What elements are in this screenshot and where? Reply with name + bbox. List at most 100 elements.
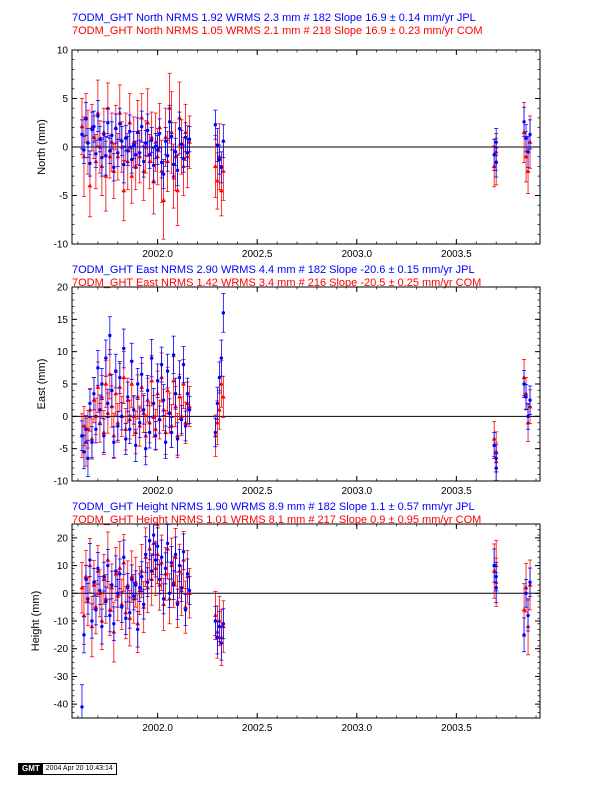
north-y-tick-label: -10 xyxy=(54,240,69,251)
east-y-tick-label: 0 xyxy=(62,412,68,423)
height-plot-marks: 2002.0 2002.5 2003.0 2003.5 -40 -30 -20 -10 0 10 2… xyxy=(54,523,540,734)
height-com-point xyxy=(521,607,527,612)
north-x-tick-label: 2003.0 xyxy=(341,249,372,260)
north-jpl-point xyxy=(114,126,118,131)
height-jpl-point xyxy=(134,583,138,587)
north-jpl-point xyxy=(92,124,96,129)
east-jpl-point xyxy=(141,408,146,412)
east-jpl-point xyxy=(134,443,138,448)
north-jpl-point xyxy=(82,148,86,152)
height-jpl-point xyxy=(141,602,146,607)
north-x-tick-label: 2003.5 xyxy=(441,249,472,260)
height-jpl-point xyxy=(179,586,184,590)
east-jpl-point xyxy=(524,395,528,399)
height-y-tick-label: 10 xyxy=(57,561,69,572)
east-jpl-point xyxy=(217,375,222,380)
height-x-tick-label: 2003.0 xyxy=(341,723,372,734)
height-com-point xyxy=(79,585,85,590)
north-com-point xyxy=(175,188,180,193)
north-jpl-point xyxy=(175,168,180,172)
east-jpl-point xyxy=(147,430,152,435)
height-jpl-point xyxy=(114,569,118,573)
east-jpl-point xyxy=(143,446,148,451)
east-jpl-point xyxy=(494,466,498,470)
north-x-tick-label: 2002.0 xyxy=(142,249,173,260)
height-x-tick-label: 2002.0 xyxy=(142,723,173,734)
height-jpl-point xyxy=(90,619,94,623)
height-jpl-point xyxy=(526,613,530,618)
height-jpl-point xyxy=(118,572,122,576)
height-y-tick-label: 20 xyxy=(57,533,69,544)
north-jpl-point xyxy=(80,132,84,137)
north-jpl-point xyxy=(159,160,164,165)
north-jpl-point xyxy=(161,172,166,176)
north-jpl-point xyxy=(84,117,88,121)
east-com-point xyxy=(171,378,176,383)
east-y-tick-label: 10 xyxy=(57,347,69,358)
east-jpl-point xyxy=(165,369,170,373)
east-com-point xyxy=(216,407,222,412)
east-jpl-point xyxy=(118,375,122,380)
north-panel: 7ODM_GHT North NRMS 1.92 WRMS 2.3 mm # 1… xyxy=(36,12,541,260)
north-com-point xyxy=(121,188,127,193)
height-jpl-point xyxy=(108,613,112,618)
east-y-axis-label: East (mm) xyxy=(36,359,48,410)
height-y-tick-label: -10 xyxy=(54,617,69,628)
east-y-tick-label: -5 xyxy=(59,444,68,455)
north-title-com: 7ODM_GHT North NRMS 1.05 WRMS 2.1 mm # 2… xyxy=(72,25,483,37)
height-jpl-point xyxy=(147,538,152,543)
height-jpl-point xyxy=(126,586,130,590)
height-jpl-point xyxy=(492,563,496,568)
east-com-point xyxy=(103,381,109,386)
north-title-jpl: 7ODM_GHT North NRMS 1.92 WRMS 2.3 mm # 1… xyxy=(72,12,476,24)
north-com-point xyxy=(87,183,93,188)
east-x-tick-label: 2002.0 xyxy=(142,486,173,497)
north-jpl-point xyxy=(100,155,104,160)
east-panel: 7ODM_GHT East NRMS 2.90 WRMS 4.4 mm # 18… xyxy=(36,264,541,497)
north-jpl-point xyxy=(138,151,142,155)
height-jpl-point xyxy=(86,597,90,601)
north-jpl-point xyxy=(147,153,152,157)
east-jpl-point xyxy=(492,443,496,448)
east-com-point xyxy=(95,384,101,389)
north-jpl-point xyxy=(177,126,182,131)
north-jpl-point xyxy=(96,114,100,118)
height-jpl-point xyxy=(132,594,136,598)
height-jpl-point xyxy=(100,624,104,629)
north-jpl-point xyxy=(153,144,158,148)
east-jpl-point xyxy=(219,356,224,360)
east-jpl-point xyxy=(104,356,108,360)
east-jpl-point xyxy=(130,359,134,364)
height-jpl-point xyxy=(181,550,186,554)
north-jpl-point xyxy=(181,156,186,161)
east-jpl-point xyxy=(100,382,104,386)
north-jpl-point xyxy=(88,161,92,166)
north-jpl-point xyxy=(132,143,136,147)
east-jpl-point xyxy=(128,427,132,431)
height-jpl-point xyxy=(116,591,120,595)
east-jpl-point xyxy=(90,440,94,444)
east-jpl-point xyxy=(213,430,218,435)
north-plot-marks: 2002.0 2002.5 2003.0 2003.5 -10 -5 0 5 10 xyxy=(54,46,540,260)
north-jpl-point xyxy=(217,157,222,162)
north-jpl-point xyxy=(108,149,112,153)
north-jpl-point xyxy=(110,133,114,138)
east-jpl-point xyxy=(120,414,124,419)
height-jpl-point xyxy=(151,533,156,537)
north-jpl-point xyxy=(122,162,126,167)
north-jpl-point xyxy=(102,132,106,137)
north-jpl-point xyxy=(116,151,120,155)
north-y-axis-label: North (mm) xyxy=(36,119,48,175)
east-jpl-point xyxy=(169,430,174,435)
east-jpl-point xyxy=(96,366,100,370)
east-jpl-point xyxy=(145,388,150,393)
north-y-tick-label: -5 xyxy=(59,191,68,202)
gmt-timestamp-stamp: GMT 2004 Apr 20 10:43:14 xyxy=(18,763,117,775)
height-plot-frame xyxy=(71,523,541,719)
north-jpl-point xyxy=(155,148,160,152)
north-jpl-point xyxy=(524,136,528,140)
height-jpl-point xyxy=(94,608,98,612)
height-jpl-point xyxy=(120,605,124,609)
east-com-point xyxy=(129,381,135,386)
height-jpl-point xyxy=(136,627,140,632)
